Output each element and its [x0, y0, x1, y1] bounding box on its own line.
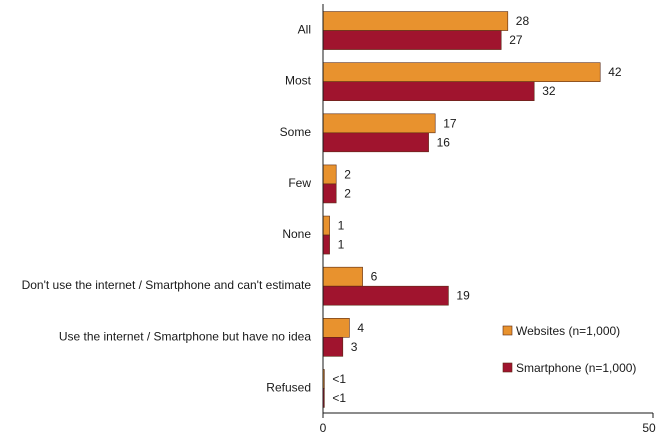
category-label: Some	[280, 125, 312, 139]
bar-smartphone	[322, 132, 429, 153]
bar-smartphone	[322, 183, 337, 204]
data-label: 27	[509, 33, 523, 47]
data-label: 2	[344, 167, 351, 181]
data-label: 1	[338, 219, 345, 233]
bar-smartphone	[322, 234, 330, 255]
x-tick-label: 50	[642, 421, 656, 435]
data-label: 6	[371, 270, 378, 284]
category-label: All	[298, 23, 311, 37]
bar-smartphone	[322, 30, 502, 50]
bar-websites	[322, 318, 350, 338]
category-label: None	[282, 227, 311, 241]
data-label: 1	[338, 238, 345, 252]
bar-websites	[322, 11, 509, 31]
category-label: Don't use the internet / Smartphone and …	[22, 278, 312, 292]
category-label: Most	[285, 74, 312, 88]
data-label: 3	[351, 340, 358, 354]
legend-label-websites: Websites (n=1,000)	[516, 324, 620, 338]
legend-swatch-websites	[502, 325, 513, 336]
bar-smartphone	[322, 337, 344, 357]
data-label: <1	[332, 391, 346, 405]
legend: Websites (n=1,000) Smartphone (n=1,000)	[502, 324, 636, 375]
legend-label-smartphone: Smartphone (n=1,000)	[516, 361, 636, 375]
category-label: Use the internet / Smartphone but have n…	[59, 329, 311, 343]
bar-websites	[322, 62, 601, 82]
data-label: 2	[344, 186, 351, 200]
data-label: 17	[443, 116, 457, 130]
bar-smartphone	[322, 81, 535, 101]
data-label: 32	[542, 84, 556, 98]
data-label: <1	[332, 372, 346, 386]
data-label: 42	[608, 65, 622, 79]
bar-websites	[322, 164, 337, 185]
legend-swatch-smartphone	[502, 362, 513, 373]
data-label: 28	[516, 14, 530, 28]
data-label: 19	[456, 289, 470, 303]
x-tick-label: 0	[320, 421, 327, 435]
axis-layer: All Most Some Few None Don't use the internet…	[22, 4, 656, 435]
data-label: 16	[437, 135, 451, 149]
bar-websites	[322, 215, 330, 236]
category-label: Few	[288, 176, 311, 190]
bar-websites	[322, 113, 436, 134]
bar-smartphone	[322, 285, 449, 306]
bar-websites	[322, 266, 363, 287]
data-label: 4	[357, 321, 364, 335]
category-label: Refused	[266, 380, 311, 394]
